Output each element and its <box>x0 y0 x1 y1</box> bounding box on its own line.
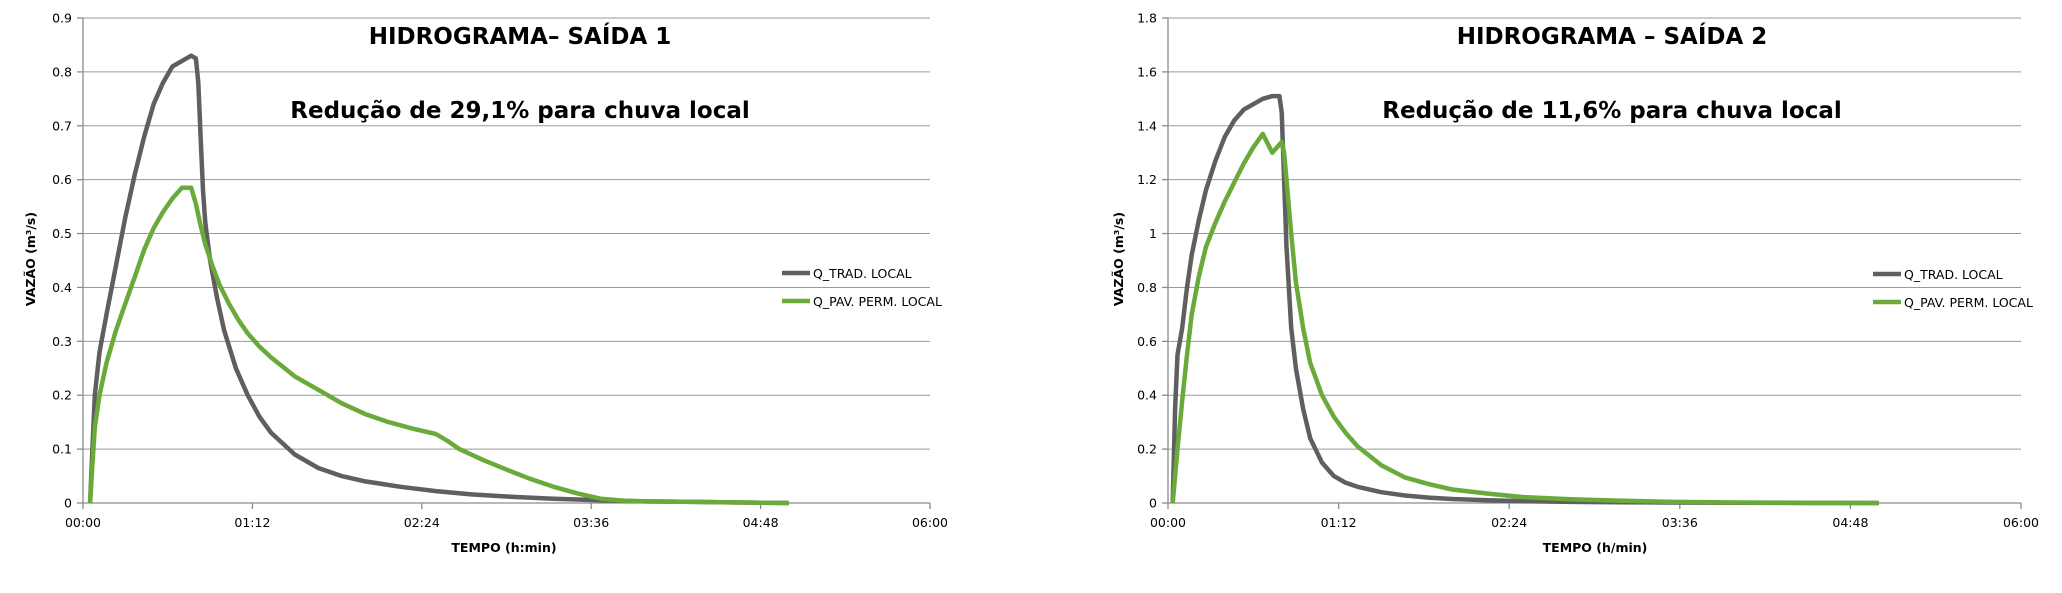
y-tick-label: 0.5 <box>52 226 72 241</box>
y-tick-label: 0 <box>64 496 72 511</box>
y-tick-labels: 0 0.1 0.2 0.3 0.4 0.5 0.6 0.7 0.8 0.9 <box>52 11 72 511</box>
y-tick-label: 0.4 <box>52 280 72 295</box>
reduction-annotation: Redução de 29,1% para chuva local <box>290 98 749 124</box>
y-gridlines <box>83 17 930 450</box>
legend-label-perm: Q_PAV. PERM. LOCAL <box>813 294 942 309</box>
x-tick-labels: 00:00 01:12 02:24 03:36 04:48 06:00 <box>1150 515 2039 530</box>
series-line-trad <box>87 53 789 506</box>
y-axis-title: VAZÃO (m³/s) <box>1111 212 1126 306</box>
x-tick-label: 06:00 <box>2003 515 2039 530</box>
y-tick-label: 0.9 <box>52 11 72 26</box>
x-tick-label: 01:12 <box>1321 515 1357 530</box>
y-tick-label: 0.6 <box>52 172 72 187</box>
y-tick-label: 1.4 <box>1137 118 1157 133</box>
legend-label-trad: Q_TRAD. LOCAL <box>1904 267 2003 282</box>
chart-svg: 00.10.20.30.40.50.60.70.80.9 00:00 01:12 0… <box>23 11 948 556</box>
x-tick-label: 00:00 <box>1150 515 1186 530</box>
x-tick-label: 04:48 <box>1832 515 1868 530</box>
y-tick-label: 0 <box>1149 496 1157 511</box>
series-lines <box>87 53 789 506</box>
reduction-annotation: Redução de 11,6% para chuva local <box>1382 98 1841 124</box>
axes <box>1162 17 2022 509</box>
y-tick-label: 0.3 <box>52 334 72 349</box>
y-tick-label: 1.2 <box>1137 172 1157 187</box>
x-tick-labels: 00:00 01:12 02:24 03:36 04:48 06:00 <box>65 515 948 530</box>
x-tick-label: 04:48 <box>743 515 779 530</box>
series-lines <box>1170 93 1879 506</box>
chart-title: HIDROGRAMA– SAÍDA 1 <box>369 22 672 50</box>
y-tick-label: 0.2 <box>1137 442 1157 457</box>
y-tick-label: 0.2 <box>52 388 72 403</box>
series-line-trad <box>1170 93 1879 506</box>
hydrograph-chart-outlet-2: 0 0.2 0.4 0.6 0.8 1 1.2 1.4 1.6 1.8 00:00 01:12 02:… <box>1031 0 2062 593</box>
series-line-perm <box>1170 131 1879 506</box>
x-tick-label: 03:36 <box>1662 515 1698 530</box>
x-tick-label: 02:24 <box>1491 515 1527 530</box>
legend-label-perm: Q_PAV. PERM. LOCAL <box>1904 295 2033 310</box>
y-tick-label: 0.6 <box>1137 334 1157 349</box>
y-tick-label: 0.8 <box>1137 280 1157 295</box>
y-tick-label: 0.7 <box>52 118 72 133</box>
x-tick-label: 06:00 <box>912 515 948 530</box>
x-axis-title: TEMPO (h:min) <box>451 540 556 555</box>
y-tick-label: 0.4 <box>1137 388 1157 403</box>
legend-label-trad: Q_TRAD. LOCAL <box>813 266 912 281</box>
y-tick-label: 1.8 <box>1137 11 1157 26</box>
y-tick-labels: 0 0.2 0.4 0.6 0.8 1 1.2 1.4 1.6 1.8 <box>1137 11 1157 511</box>
series-line-perm <box>87 185 789 506</box>
y-axis-title: VAZÃO (m³/s) <box>23 212 38 306</box>
y-tick-label: 0.1 <box>52 442 72 457</box>
axes <box>77 17 931 509</box>
y-tick-label: 0.8 <box>52 64 72 79</box>
x-tick-label: 02:24 <box>404 515 440 530</box>
legend: Q_TRAD. LOCAL Q_PAV. PERM. LOCAL <box>782 266 942 309</box>
hydrograph-chart-outlet-1: 0 0.1 0.2 0.3 0.4 0.5 0.6 0.7 0.8 0.9 00:00 01:12 0… <box>23 11 948 556</box>
legend: Q_TRAD. LOCAL Q_PAV. PERM. LOCAL <box>1873 267 2033 310</box>
chart-svg: 0 0.2 0.4 0.6 0.8 1 1.2 1.4 1.6 1.8 00:00 01:12 02:… <box>1111 11 2039 556</box>
y-tick-label: 1 <box>1149 226 1157 241</box>
y-tick-label: 1.6 <box>1137 64 1157 79</box>
x-tick-label: 00:00 <box>65 515 101 530</box>
chart-title: HIDROGRAMA – SAÍDA 2 <box>1457 22 1768 50</box>
y-gridlines <box>1168 17 2021 450</box>
x-tick-label: 03:36 <box>573 515 609 530</box>
x-axis-title: TEMPO (h/min) <box>1543 540 1648 555</box>
x-tick-label: 01:12 <box>234 515 270 530</box>
